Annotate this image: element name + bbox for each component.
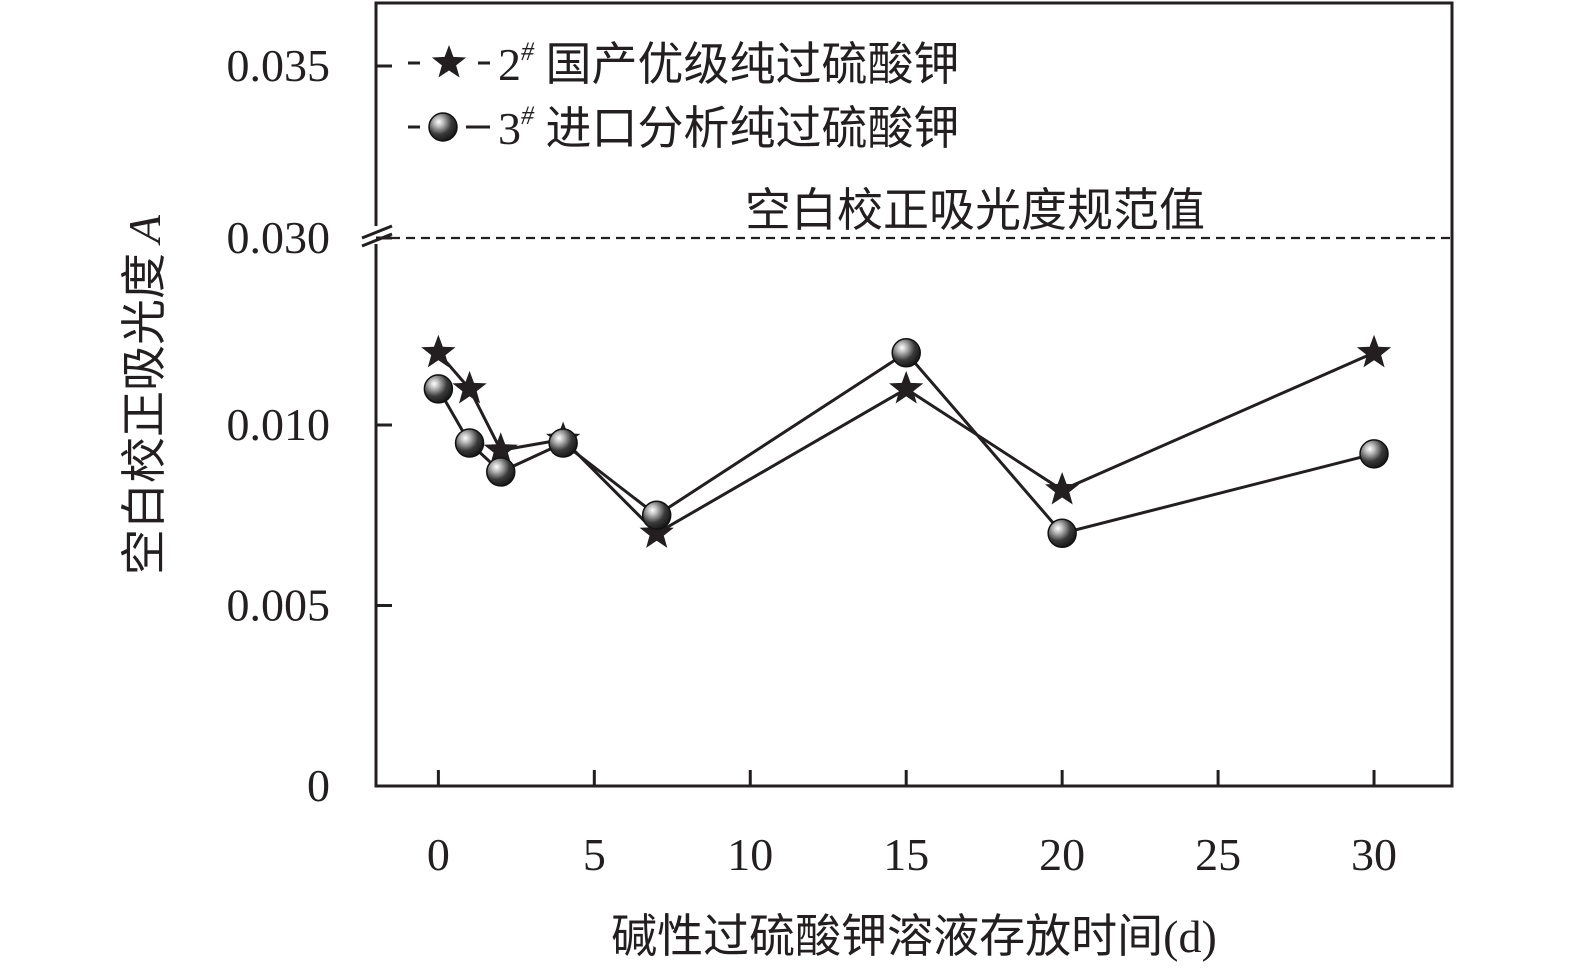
series-2-point	[891, 338, 921, 368]
y-axis-title-symbol: A	[119, 214, 170, 246]
x-tick-label: 20	[1039, 829, 1085, 880]
x-axis-ticks: 0 5 10 15 20 25 30	[427, 770, 1397, 880]
y-axis-title-main: 空白校正吸光度	[119, 253, 170, 575]
series-2-point	[1047, 518, 1077, 549]
series-1-point	[889, 370, 924, 404]
series-1-point	[483, 432, 518, 465]
legend-label-series-2: 3# 进口分析纯过硫酸钾	[498, 101, 960, 154]
legend: 2# 国产优级纯过硫酸钾 3# 进口分析纯过硫酸钾	[408, 37, 960, 154]
series-2-point	[454, 428, 485, 458]
series-2-point	[1359, 439, 1389, 469]
series-1-point	[639, 515, 674, 548]
legend-label-series-1: 2# 国产优级纯过硫酸钾	[498, 37, 960, 90]
reference-line-label: 空白校正吸光度规范值	[745, 185, 1205, 236]
legend-star-marker	[431, 45, 467, 78]
x-tick-label: 10	[727, 829, 773, 880]
x-tick-label: 30	[1351, 829, 1397, 880]
series-2-point	[423, 374, 454, 404]
legend-circle-marker	[428, 112, 458, 142]
x-tick-label: 15	[883, 829, 929, 880]
y-tick-label: 0	[307, 760, 330, 811]
y-tick-label: 0.035	[227, 40, 331, 91]
y-axis-ticks: 0 0.005 0.010 0.030 0.035	[227, 40, 392, 811]
legend-item-series-1: 2# 国产优级纯过硫酸钾	[408, 37, 960, 90]
series-2-point	[641, 500, 672, 530]
x-tick-label: 0	[427, 829, 450, 880]
series-2-point	[486, 457, 516, 487]
series-1-point	[1356, 334, 1392, 368]
y-axis-title: 空白校正吸光度 A	[119, 214, 170, 575]
series-layer	[421, 334, 1392, 549]
series-1-point	[421, 334, 456, 368]
series-1-point	[452, 370, 487, 404]
y-axis-break	[360, 224, 393, 248]
legend-item-series-2: 3# 进口分析纯过硫酸钾	[408, 101, 960, 154]
y-tick-label: 0.010	[227, 399, 331, 450]
x-tick-label: 25	[1195, 829, 1241, 880]
y-tick-label: 0.030	[227, 212, 331, 263]
y-tick-label: 0.005	[227, 580, 331, 631]
series-1-point	[1045, 471, 1080, 505]
x-tick-label: 5	[583, 829, 606, 880]
x-axis-title: 碱性过硫酸钾溶液存放时间(d)	[611, 911, 1217, 962]
series-2-point	[548, 428, 578, 458]
plot-frame	[374, 1, 1454, 788]
